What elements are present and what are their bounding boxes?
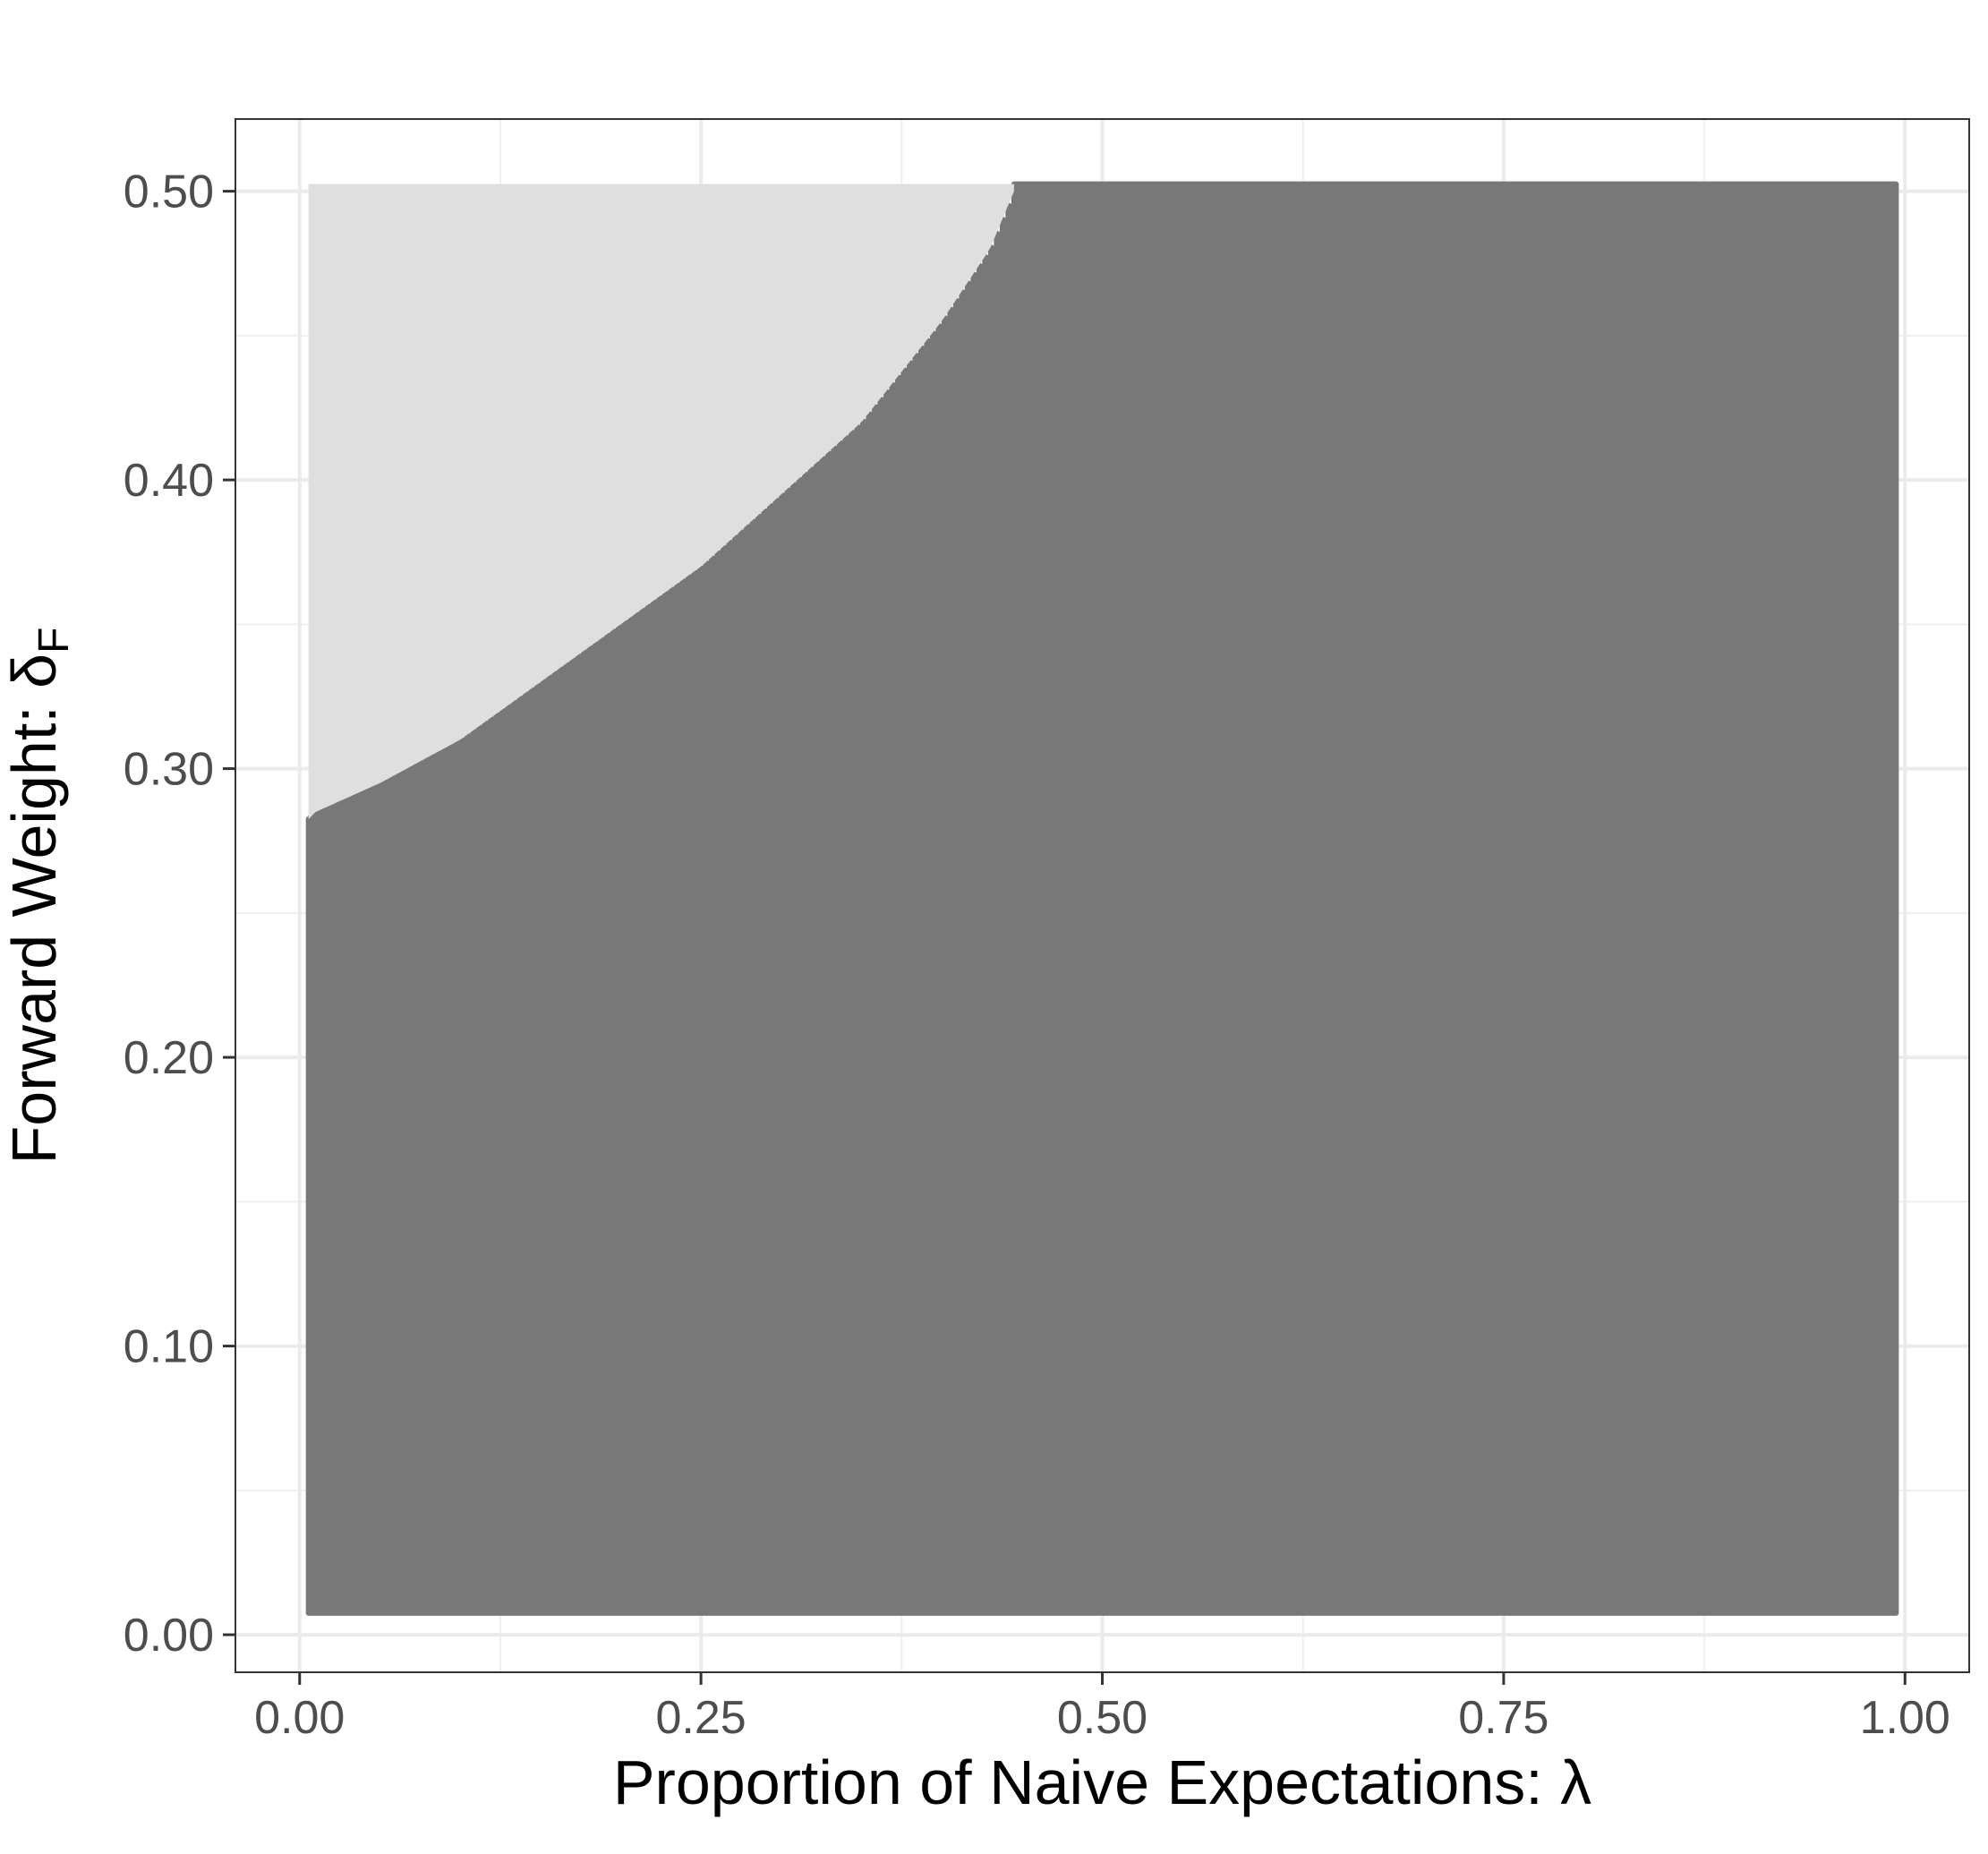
light-region bbox=[308, 184, 1014, 819]
y-tick-label: 0.40 bbox=[124, 455, 214, 507]
x-tick-label: 0.50 bbox=[1057, 1692, 1148, 1744]
x-tick-label: 1.00 bbox=[1860, 1692, 1950, 1744]
y-tick-label: 0.50 bbox=[124, 167, 214, 218]
x-axis: 0.00 0.25 0.50 0.75 1.00 bbox=[254, 1672, 1950, 1744]
y-axis-title-main: Forward Weight: δ bbox=[0, 654, 69, 1165]
y-axis-title-subscript: F bbox=[30, 628, 78, 654]
y-axis-title: Forward Weight: δF bbox=[0, 628, 78, 1165]
x-tick-label: 0.75 bbox=[1458, 1692, 1549, 1744]
y-tick-label: 0.20 bbox=[124, 1032, 214, 1084]
plot-data-regions bbox=[305, 181, 1899, 1616]
x-tick-label: 0.25 bbox=[656, 1692, 747, 1744]
y-tick-label: 0.00 bbox=[124, 1610, 214, 1662]
y-tick-label: 0.10 bbox=[124, 1321, 214, 1373]
y-tick-label: 0.30 bbox=[124, 744, 214, 796]
x-axis-title: Proportion of Naive Expectations: λ bbox=[613, 1747, 1591, 1817]
y-axis: 0.00 0.10 0.20 0.30 0.40 0.50 bbox=[124, 167, 235, 1662]
x-tick-label: 0.00 bbox=[254, 1692, 345, 1744]
dark-region bbox=[305, 181, 1899, 1616]
